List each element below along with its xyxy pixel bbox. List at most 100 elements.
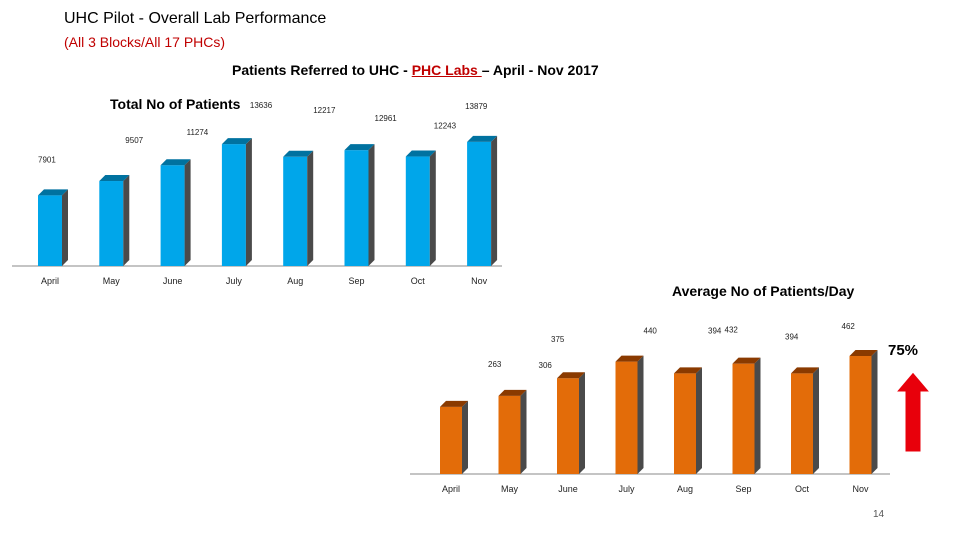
bar-top (557, 372, 585, 379)
data-label: 13879 (465, 102, 488, 111)
increase-percent: 75% (888, 342, 919, 359)
data-label: 12243 (434, 122, 457, 131)
bar-front (615, 361, 638, 474)
bar-side (637, 355, 644, 474)
data-label: 462 (842, 322, 856, 331)
bar (283, 150, 314, 266)
bar-front (467, 141, 492, 266)
data-label: 11274 (187, 128, 209, 137)
data-label: 9507 (125, 136, 143, 145)
bar-top (405, 150, 436, 157)
bar-top (344, 144, 375, 151)
bar-top (99, 175, 130, 182)
data-label: 306 (539, 361, 553, 370)
data-label: 12217 (313, 106, 336, 115)
data-label: 375 (551, 335, 565, 344)
section-heading: Patients Referred to UHC - PHC Labs – Ap… (232, 62, 599, 78)
bar-side (429, 150, 436, 266)
bar (467, 135, 498, 266)
bar-top (440, 400, 468, 407)
bar-top (732, 357, 761, 364)
bar (344, 144, 375, 266)
bar-front (160, 165, 185, 266)
data-label: 394 (708, 326, 722, 335)
heading-highlight: PHC Labs (411, 62, 482, 78)
data-label: 12961 (375, 114, 398, 123)
bar-top (849, 350, 878, 357)
bar-top (791, 367, 819, 374)
x-tick-label: Oct (795, 484, 810, 494)
x-tick-label: Oct (411, 276, 426, 286)
bar-front (405, 156, 430, 266)
bar (221, 138, 252, 266)
x-tick-label: Sep (348, 276, 364, 286)
bar-side (462, 400, 468, 474)
bar-front (732, 363, 755, 474)
data-label: 394 (785, 332, 799, 341)
x-tick-label: Nov (471, 276, 488, 286)
bar-top (160, 159, 191, 166)
bar-top (674, 367, 702, 374)
data-label: 263 (488, 360, 502, 369)
bar (674, 367, 702, 474)
bar (405, 150, 436, 266)
bar (440, 400, 468, 474)
bar-top (498, 389, 527, 396)
bar-side (245, 138, 252, 266)
heading-suffix: – April - Nov 2017 (481, 62, 599, 78)
x-tick-label: June (163, 276, 183, 286)
page-subtitle: (All 3 Blocks/All 17 PHCs) (64, 34, 226, 50)
bar-top (467, 135, 498, 142)
bar-front (283, 156, 308, 266)
bar-side (491, 135, 498, 266)
bar-front (557, 378, 579, 474)
page-title: UHC Pilot - Overall Lab Performance (64, 10, 327, 27)
bar-side (520, 389, 527, 474)
bar-side (184, 159, 191, 266)
data-label: 432 (725, 326, 739, 335)
bar-front (849, 356, 872, 474)
heading-prefix: Patients Referred to UHC - (232, 62, 412, 78)
chart1-title: Total No of Patients (110, 96, 241, 112)
x-tick-label: April (442, 484, 460, 494)
bar-front (344, 150, 369, 266)
bar-front (674, 373, 696, 474)
bar-side (754, 357, 761, 474)
bar-front (99, 181, 124, 266)
bar (615, 355, 644, 474)
bar-side (368, 144, 375, 266)
data-label: 440 (644, 327, 658, 336)
x-tick-label: Sep (735, 484, 751, 494)
bar (557, 372, 585, 474)
data-label: 7901 (38, 155, 56, 164)
bar-side (579, 372, 585, 474)
bar (732, 357, 761, 474)
bar-side (871, 350, 878, 474)
bar (791, 367, 819, 474)
bar (160, 159, 191, 266)
bar-side (307, 150, 314, 266)
bar (38, 189, 68, 266)
bar-front (498, 395, 521, 474)
x-tick-label: June (558, 484, 578, 494)
bar-side (62, 189, 68, 266)
chart2-title: Average No of Patients/Day (672, 283, 855, 299)
bar-front (38, 195, 62, 266)
x-tick-label: July (618, 484, 635, 494)
bar-top (38, 189, 68, 196)
up-arrow-shape (894, 371, 932, 453)
x-tick-label: July (226, 276, 243, 286)
page-number: 14 (873, 509, 885, 520)
x-tick-label: May (501, 484, 519, 494)
x-tick-label: April (41, 276, 59, 286)
bar (849, 350, 878, 474)
bar-top (283, 150, 314, 157)
x-tick-label: Nov (852, 484, 869, 494)
data-label: 13636 (250, 101, 273, 110)
x-tick-label: May (103, 276, 121, 286)
bar-side (123, 175, 130, 266)
x-tick-label: Aug (677, 484, 693, 494)
